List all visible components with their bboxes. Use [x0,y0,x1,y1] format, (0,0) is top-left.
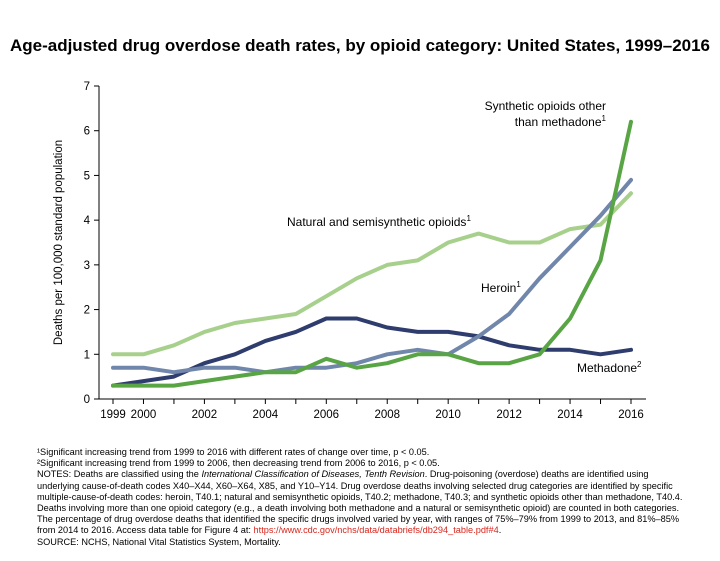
x-tick-label: 2010 [435,409,461,421]
label-natural-semisynthetic-superscript: 1 [466,214,471,223]
label-methadone-superscript: 2 [637,360,642,369]
x-tick-label: 1999 [100,409,126,421]
label-synthetic-opioids-line: than methadone [515,115,602,129]
label-heroin-line: Heroin [481,281,516,295]
label-heroin: Heroin1 [481,280,521,295]
y-tick-label: 4 [84,215,91,227]
label-synthetic-opioids: Synthetic opioids other than methadone1 [485,99,607,129]
y-tick-label: 3 [84,260,90,272]
series-line-1 [111,191,633,357]
label-natural-semisynthetic: Natural and semisynthetic opioids1 [287,214,471,229]
y-tick-label: 6 [84,126,90,138]
x-tick-label: 2016 [618,409,644,421]
label-synthetic-opioids-superscript: 1 [602,114,607,123]
chart-notes: ¹Significant increasing trend from 1999 … [37,447,687,548]
label-heroin-superscript: 1 [516,280,521,289]
x-tick-label: 2014 [557,409,583,421]
y-tick-label: 1 [84,349,90,361]
notes-link-suffix: . [498,525,502,536]
x-tick-label: 2004 [253,409,279,421]
x-tick-label: 2008 [374,409,400,421]
notes-prefix: NOTES: Deaths are classified using the [37,469,202,480]
label-methadone-line: Methadone [577,361,637,375]
y-tick-label: 5 [84,170,90,182]
x-tick-label: 2006 [313,409,339,421]
y-axis-label-group: Deaths per 100,000 standard population [53,140,65,345]
y-axis-label: Deaths per 100,000 standard population [53,140,65,345]
x-tick-label: 2000 [131,409,157,421]
y-tick-label: 2 [84,305,90,317]
series-labels: Natural and semisynthetic opioids1Methad… [287,99,642,375]
line-chart: Deaths per 100,000 standard population 0… [53,81,646,421]
notes-paragraph: NOTES: Deaths are classified using the I… [37,469,687,536]
series-line-2 [111,316,633,388]
footnote-1: ¹Significant increasing trend from 1999 … [37,447,430,457]
x-tick-label: 2002 [192,409,218,421]
data-table-link[interactable]: https://www.cdc.gov/nchs/data/databriefs… [253,525,499,536]
x-tick-label: 2012 [496,409,522,421]
label-methadone: Methadone2 [577,360,642,375]
ticks: 0 1 2 3 4 5 6 7 1999 2000 2002 2004 2006 2008 2010 2012… [84,81,644,421]
source-line: SOURCE: NCHS, National Vital Statistics … [37,536,281,547]
label-synthetic-opioids-line: Synthetic opioids other [485,99,606,113]
series-line-3 [111,177,633,375]
series-lines [111,119,633,388]
notes-italic: International Classification of Diseases… [201,469,425,480]
y-tick-label: 7 [84,81,90,93]
y-tick-label: 0 [84,394,90,406]
axes [98,86,646,400]
footnote-2: ²Significant increasing trend from 1999 … [37,458,440,469]
chart-title: Age-adjusted drug overdose death rates, … [9,36,711,55]
series-line-4 [111,119,633,388]
label-natural-semisynthetic-line: Natural and semisynthetic opioids [287,215,466,229]
notes-body: . Drug-poisoning (overdose) deaths are i… [37,469,683,536]
